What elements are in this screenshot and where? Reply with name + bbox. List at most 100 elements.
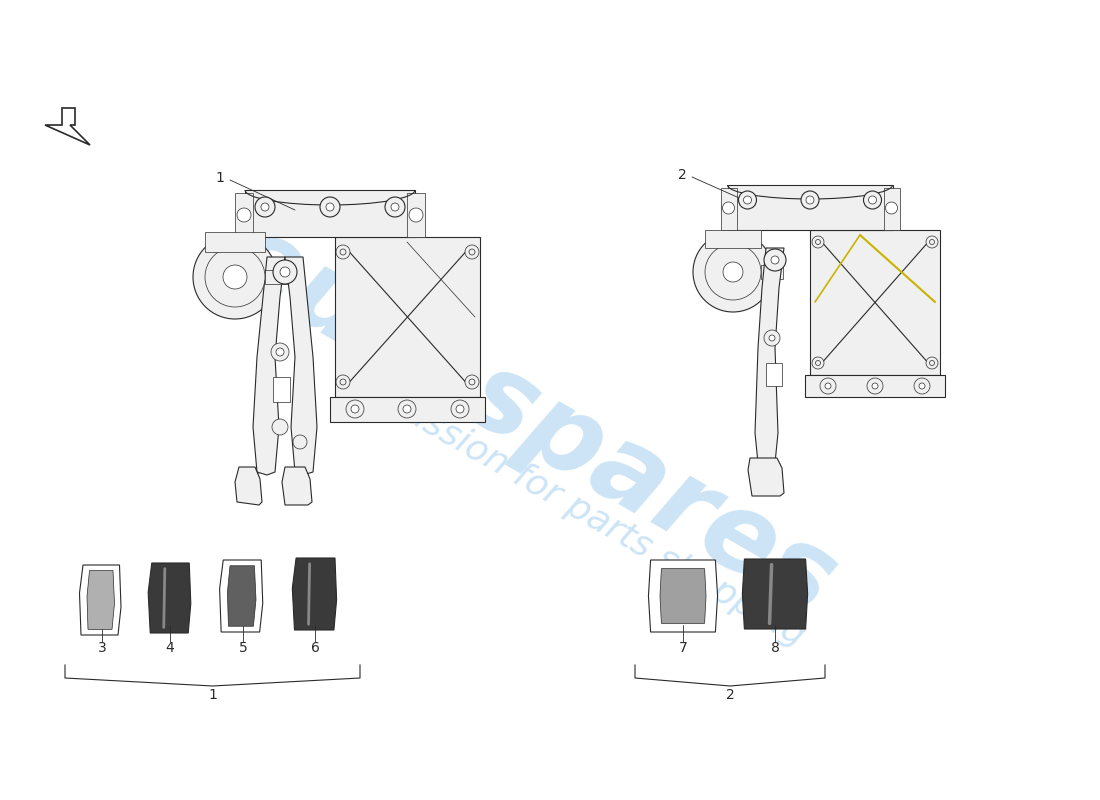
Circle shape [340, 249, 346, 255]
Text: 2: 2 [726, 688, 735, 702]
Circle shape [869, 196, 877, 204]
Text: 2: 2 [678, 168, 686, 182]
Circle shape [469, 249, 475, 255]
Polygon shape [805, 375, 945, 397]
Circle shape [456, 405, 464, 413]
Circle shape [723, 262, 743, 282]
Polygon shape [748, 458, 784, 496]
Circle shape [825, 383, 830, 389]
Polygon shape [205, 232, 265, 252]
Circle shape [223, 265, 248, 289]
Circle shape [261, 203, 270, 211]
Polygon shape [742, 559, 807, 629]
Circle shape [293, 435, 307, 449]
Circle shape [465, 375, 478, 389]
Polygon shape [265, 270, 290, 284]
Circle shape [820, 378, 836, 394]
Polygon shape [720, 188, 737, 230]
Circle shape [926, 357, 938, 369]
Circle shape [930, 361, 935, 366]
Circle shape [271, 343, 289, 361]
Circle shape [192, 235, 277, 319]
Polygon shape [273, 377, 290, 402]
Polygon shape [148, 563, 190, 633]
Polygon shape [407, 193, 425, 237]
Text: 7: 7 [679, 641, 688, 655]
Circle shape [236, 208, 251, 222]
Circle shape [914, 378, 929, 394]
Circle shape [385, 197, 405, 217]
Circle shape [744, 196, 751, 204]
Circle shape [764, 330, 780, 346]
Polygon shape [245, 190, 415, 237]
Circle shape [280, 267, 290, 277]
Polygon shape [883, 188, 900, 230]
Circle shape [812, 357, 824, 369]
Polygon shape [330, 397, 485, 422]
Circle shape [815, 239, 821, 245]
Circle shape [465, 245, 478, 259]
Circle shape [806, 196, 814, 204]
Text: eurospares: eurospares [207, 202, 854, 638]
Text: 8: 8 [771, 641, 780, 655]
Polygon shape [648, 560, 717, 632]
Circle shape [320, 197, 340, 217]
Polygon shape [235, 467, 262, 505]
Polygon shape [755, 248, 784, 466]
Circle shape [867, 378, 883, 394]
Circle shape [705, 244, 761, 300]
Polygon shape [293, 558, 337, 630]
Polygon shape [235, 193, 253, 237]
Circle shape [738, 191, 757, 209]
Polygon shape [761, 265, 783, 279]
Circle shape [801, 191, 820, 209]
Circle shape [346, 400, 364, 418]
Circle shape [451, 400, 469, 418]
Circle shape [273, 260, 297, 284]
Polygon shape [285, 257, 317, 475]
Polygon shape [253, 257, 285, 475]
Circle shape [926, 236, 938, 248]
Circle shape [336, 375, 350, 389]
Text: 3: 3 [98, 641, 107, 655]
Circle shape [930, 239, 935, 245]
Polygon shape [705, 230, 761, 248]
Polygon shape [660, 569, 706, 623]
Circle shape [403, 405, 411, 413]
Text: 1: 1 [216, 171, 224, 185]
Polygon shape [228, 566, 256, 626]
Polygon shape [220, 560, 263, 632]
Circle shape [409, 208, 424, 222]
Circle shape [815, 361, 821, 366]
Polygon shape [727, 185, 892, 230]
Circle shape [351, 405, 359, 413]
Circle shape [769, 335, 776, 341]
Text: 6: 6 [310, 641, 319, 655]
Circle shape [398, 400, 416, 418]
Circle shape [326, 203, 334, 211]
Circle shape [812, 236, 824, 248]
Circle shape [469, 379, 475, 385]
Circle shape [918, 383, 925, 389]
Circle shape [336, 245, 350, 259]
Circle shape [886, 202, 898, 214]
Polygon shape [766, 363, 782, 386]
Circle shape [864, 191, 881, 209]
Polygon shape [79, 565, 121, 635]
Circle shape [693, 232, 773, 312]
Circle shape [771, 256, 779, 264]
Circle shape [764, 249, 786, 271]
Polygon shape [87, 570, 114, 630]
Text: 4: 4 [166, 641, 175, 655]
Circle shape [272, 419, 288, 435]
Circle shape [723, 202, 735, 214]
Text: a passion for parts shopping: a passion for parts shopping [349, 367, 811, 653]
Polygon shape [282, 467, 312, 505]
Circle shape [255, 197, 275, 217]
Circle shape [340, 379, 346, 385]
Polygon shape [45, 108, 90, 145]
Circle shape [205, 247, 265, 307]
Circle shape [390, 203, 399, 211]
Circle shape [276, 348, 284, 356]
Polygon shape [336, 237, 480, 397]
